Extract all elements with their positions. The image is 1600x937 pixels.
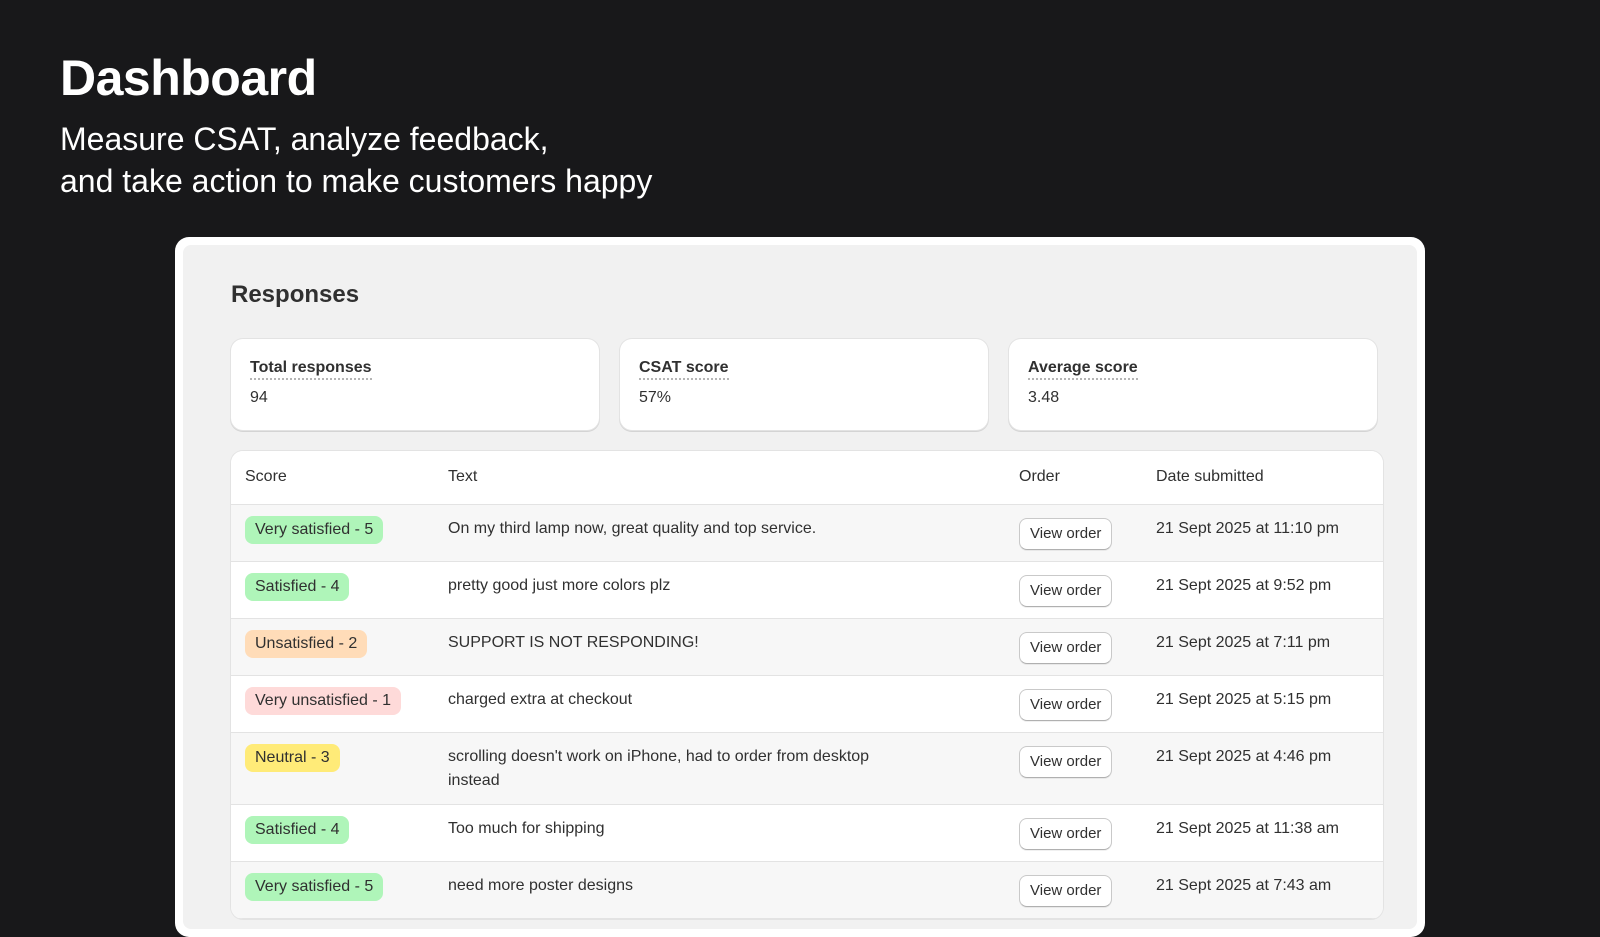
metric-label[interactable]: Total responses — [250, 359, 372, 380]
column-header-date: Date submitted — [1142, 451, 1383, 505]
view-order-button[interactable]: View order — [1019, 745, 1113, 778]
score-cell: Neutral - 3 — [231, 732, 434, 805]
metric-card-average-score: Average score 3.48 — [1009, 339, 1377, 430]
date-submitted: 21 Sept 2025 at 7:11 pm — [1142, 618, 1383, 676]
table-row: Very satisfied - 5 need more poster desi… — [231, 861, 1383, 919]
view-order-button[interactable]: View order — [1019, 874, 1113, 907]
response-text: SUPPORT IS NOT RESPONDING! — [434, 618, 1005, 676]
date-submitted: 21 Sept 2025 at 9:52 pm — [1142, 561, 1383, 619]
view-order-button[interactable]: View order — [1019, 631, 1113, 664]
score-cell: Satisfied - 4 — [231, 561, 434, 619]
view-order-button[interactable]: View order — [1019, 817, 1113, 850]
date-submitted: 21 Sept 2025 at 11:10 pm — [1142, 504, 1383, 562]
response-text: Too much for shipping — [434, 804, 1005, 862]
metric-card-total-responses: Total responses 94 — [231, 339, 599, 430]
metric-value: 3.48 — [1028, 389, 1060, 406]
table-row: Very satisfied - 5 On my third lamp now,… — [231, 504, 1383, 562]
score-cell: Very satisfied - 5 — [231, 861, 434, 919]
view-order-button[interactable]: View order — [1019, 517, 1113, 550]
column-header-text: Text — [434, 451, 1005, 505]
date-submitted: 21 Sept 2025 at 7:43 am — [1142, 861, 1383, 919]
table-row: Very unsatisfied - 1 charged extra at ch… — [231, 675, 1383, 733]
table-header-row: Score Text Order Date submitted — [231, 451, 1383, 505]
score-badge: Satisfied - 4 — [245, 572, 350, 601]
responses-table: Score Text Order Date submitted Very sat… — [231, 451, 1383, 919]
column-header-score: Score — [231, 451, 434, 505]
panel-title: Responses — [231, 281, 360, 308]
metric-value: 94 — [250, 389, 268, 406]
order-cell: View order — [1005, 618, 1142, 676]
score-badge: Very satisfied - 5 — [245, 872, 384, 901]
date-submitted: 21 Sept 2025 at 4:46 pm — [1142, 732, 1383, 805]
score-cell: Unsatisfied - 2 — [231, 618, 434, 676]
score-badge: Satisfied - 4 — [245, 815, 350, 844]
order-cell: View order — [1005, 804, 1142, 862]
responses-table-card: Score Text Order Date submitted Very sat… — [231, 451, 1383, 919]
page-subtitle: Measure CSAT, analyze feedback, and take… — [60, 121, 653, 199]
table-row: Unsatisfied - 2 SUPPORT IS NOT RESPONDIN… — [231, 618, 1383, 676]
metric-value: 57% — [639, 389, 672, 406]
table-row: Satisfied - 4 pretty good just more colo… — [231, 561, 1383, 619]
date-submitted: 21 Sept 2025 at 11:38 am — [1142, 804, 1383, 862]
order-cell: View order — [1005, 675, 1142, 733]
date-submitted: 21 Sept 2025 at 5:15 pm — [1142, 675, 1383, 733]
order-cell: View order — [1005, 504, 1142, 562]
score-badge: Very unsatisfied - 1 — [245, 686, 402, 715]
response-text: need more poster designs — [434, 861, 1005, 919]
score-cell: Very unsatisfied - 1 — [231, 675, 434, 733]
app-frame: Responses Total responses 94 CSAT score … — [175, 237, 1425, 937]
view-order-button[interactable]: View order — [1019, 688, 1113, 721]
score-badge: Very satisfied - 5 — [245, 515, 384, 544]
table-row: Satisfied - 4 Too much for shipping View… — [231, 804, 1383, 862]
score-badge: Unsatisfied - 2 — [245, 629, 368, 658]
order-cell: View order — [1005, 861, 1142, 919]
page-title: Dashboard — [60, 50, 317, 106]
metrics-row: Total responses 94 CSAT score 57% Averag… — [231, 339, 1377, 430]
response-text: pretty good just more colors plz — [434, 561, 1005, 619]
hero: Dashboard Measure CSAT, analyze feedback… — [60, 48, 652, 202]
table-body: Very satisfied - 5 On my third lamp now,… — [231, 504, 1383, 919]
score-cell: Very satisfied - 5 — [231, 504, 434, 562]
metric-label[interactable]: Average score — [1028, 359, 1138, 380]
order-cell: View order — [1005, 732, 1142, 805]
responses-panel: Responses Total responses 94 CSAT score … — [183, 245, 1417, 929]
view-order-button[interactable]: View order — [1019, 574, 1113, 607]
metric-card-csat-score: CSAT score 57% — [620, 339, 988, 430]
order-cell: View order — [1005, 561, 1142, 619]
column-header-order: Order — [1005, 451, 1142, 505]
response-text: On my third lamp now, great quality and … — [434, 504, 1005, 562]
table-row: Neutral - 3 scrolling doesn't work on iP… — [231, 732, 1383, 805]
score-cell: Satisfied - 4 — [231, 804, 434, 862]
response-text: charged extra at checkout — [434, 675, 1005, 733]
score-badge: Neutral - 3 — [245, 743, 340, 772]
response-text: scrolling doesn't work on iPhone, had to… — [434, 732, 1005, 805]
metric-label[interactable]: CSAT score — [639, 359, 729, 380]
